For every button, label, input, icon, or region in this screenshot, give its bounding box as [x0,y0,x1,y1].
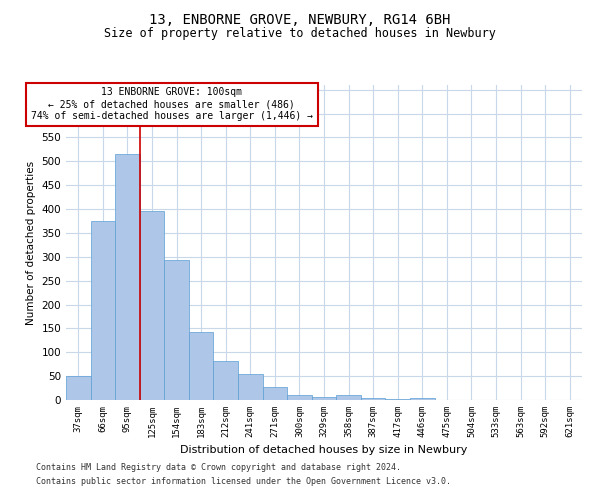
Bar [385,399,410,400]
Bar [410,398,434,400]
Text: Size of property relative to detached houses in Newbury: Size of property relative to detached ho… [104,28,496,40]
Bar [214,361,238,400]
Bar [140,212,164,400]
Text: 13 ENBORNE GROVE: 100sqm
← 25% of detached houses are smaller (486)
74% of semi-: 13 ENBORNE GROVE: 100sqm ← 25% of detach… [31,88,313,120]
X-axis label: Distribution of detached houses by size in Newbury: Distribution of detached houses by size … [181,446,467,456]
Bar [336,395,361,400]
Bar [189,332,214,400]
Bar [361,398,385,400]
Bar [66,376,91,400]
Text: Contains public sector information licensed under the Open Government Licence v3: Contains public sector information licen… [36,477,451,486]
Bar [238,374,263,400]
Text: 13, ENBORNE GROVE, NEWBURY, RG14 6BH: 13, ENBORNE GROVE, NEWBURY, RG14 6BH [149,12,451,26]
Bar [91,221,115,400]
Y-axis label: Number of detached properties: Number of detached properties [26,160,36,324]
Bar [115,154,140,400]
Bar [263,386,287,400]
Text: Contains HM Land Registry data © Crown copyright and database right 2024.: Contains HM Land Registry data © Crown c… [36,464,401,472]
Bar [312,396,336,400]
Bar [287,395,312,400]
Bar [164,260,189,400]
